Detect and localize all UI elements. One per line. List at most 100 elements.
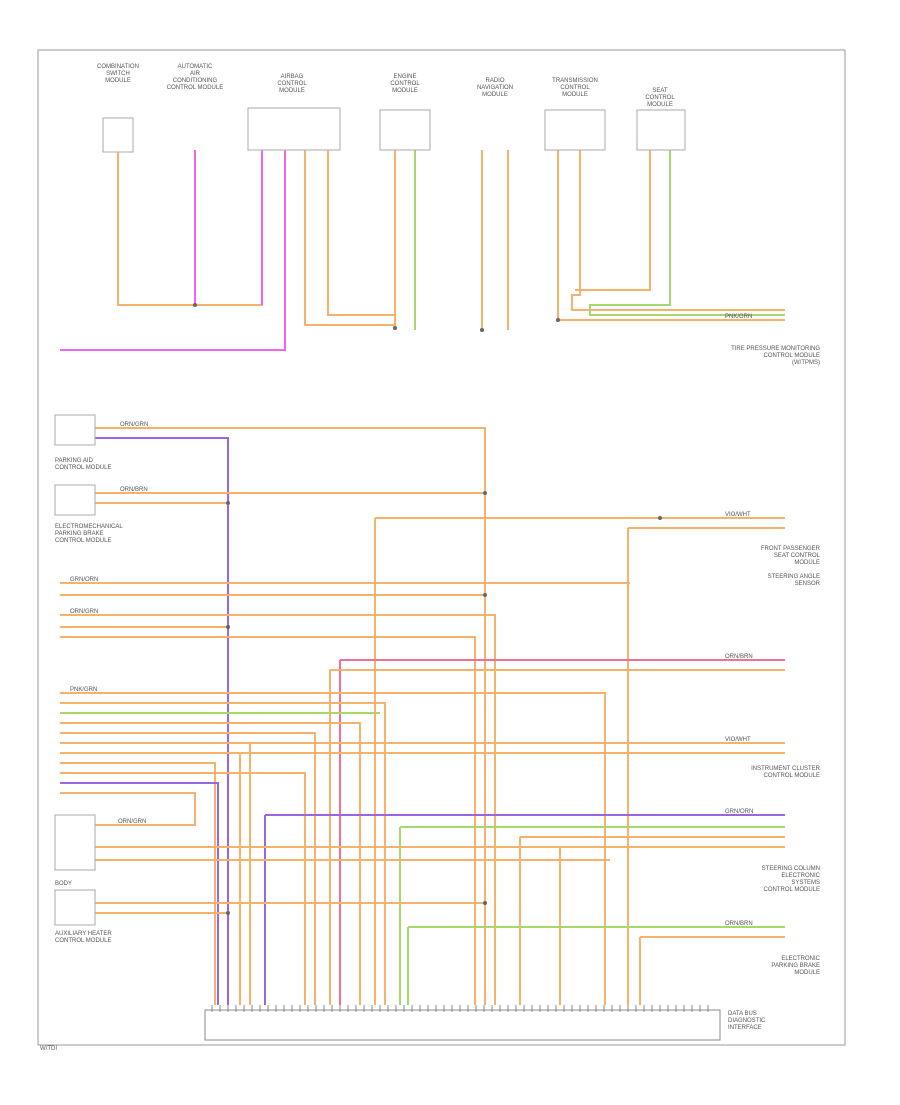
- component-label: AIRBAG: [281, 74, 304, 80]
- wire-code: VIO/WHT: [725, 512, 751, 518]
- splice: [483, 491, 487, 495]
- splice: [480, 328, 484, 332]
- component-label: MODULE: [105, 78, 131, 84]
- splice: [483, 593, 487, 597]
- wire: [60, 792, 196, 826]
- component-label: STEERING ANGLE: [768, 574, 820, 580]
- splice: [483, 901, 487, 905]
- component-label: AUXILIARY HEATER: [55, 931, 112, 937]
- component-label: CONTROL MODULE: [167, 85, 223, 91]
- splice: [226, 625, 230, 629]
- wire: [60, 742, 785, 1005]
- component-label: AIR: [190, 71, 201, 77]
- wire-code: ORN/GRN: [118, 819, 146, 825]
- component-label: PARKING BRAKE: [771, 963, 820, 969]
- wire: [399, 826, 785, 1005]
- component-label: CONTROL MODULE: [55, 538, 111, 544]
- wire-code: PNK/GRN: [70, 687, 97, 693]
- splice: [393, 326, 397, 330]
- wire-code: VIO/WHT: [725, 737, 751, 743]
- wire: [60, 636, 476, 1005]
- wire: [60, 614, 496, 1005]
- component-label: MODULE: [392, 88, 418, 94]
- wire: [60, 692, 606, 1005]
- component-label: (W/TPMS): [792, 360, 820, 366]
- component-label: INTERFACE: [728, 1025, 762, 1031]
- splice: [226, 911, 230, 915]
- wire-code: ORN/GRN: [120, 422, 148, 428]
- component-label: INSTRUMENT CLUSTER: [751, 766, 821, 772]
- wire-code: GRN/ORN: [70, 577, 98, 583]
- splice: [658, 516, 662, 520]
- component-box: [54, 814, 96, 871]
- wire: [627, 527, 785, 1005]
- component-label: CONTROL MODULE: [55, 465, 111, 471]
- wire: [95, 427, 486, 1005]
- wire: [374, 517, 650, 1005]
- wire: [639, 936, 785, 1005]
- component-label: ENGINE: [393, 74, 416, 80]
- component-label: AUTOMATIC: [178, 64, 213, 70]
- component-label: PARKING BRAKE: [55, 531, 104, 537]
- wire: [589, 150, 785, 316]
- wire: [304, 150, 395, 326]
- wire: [60, 782, 219, 1005]
- wire-code: ORN/BRN: [120, 487, 148, 493]
- component-label: CONTROL MODULE: [55, 938, 111, 944]
- wire-code: ORN/GRN: [70, 609, 98, 615]
- component-box: [54, 484, 96, 516]
- component-label: CONTROL: [390, 81, 420, 87]
- wire: [60, 732, 316, 1005]
- wire: [264, 814, 785, 1005]
- component-label: NAVIGATION: [477, 85, 513, 91]
- wire: [329, 669, 785, 1005]
- component-label: CONDITIONING: [173, 78, 218, 84]
- wire: [339, 659, 785, 1005]
- component-box: [636, 109, 686, 151]
- wire: [60, 762, 216, 1005]
- component-box: [54, 414, 96, 446]
- component-label: TIRE PRESSURE MONITORING: [731, 346, 820, 352]
- frame: [37, 49, 846, 1046]
- component-label: MODULE: [279, 88, 305, 94]
- component-box: [544, 109, 606, 151]
- wire: [60, 150, 286, 351]
- component-box: [54, 889, 96, 926]
- wire: [60, 702, 386, 1005]
- component-label: MODULE: [562, 92, 588, 98]
- component-label: DATA BUS: [728, 1011, 757, 1017]
- component-label: BODY: [55, 881, 72, 887]
- component-box: [102, 117, 134, 153]
- wire: [575, 150, 651, 291]
- component-label: TRANSMISSION: [552, 78, 598, 84]
- component-label: MODULE: [794, 560, 820, 566]
- wire-code: ORN/BRN: [725, 654, 753, 660]
- wire: [95, 437, 229, 1005]
- component-label: PARKING AID: [55, 458, 94, 464]
- component-label: CONTROL MODULE: [764, 773, 820, 779]
- component-label: MODULE: [482, 92, 508, 98]
- wire: [327, 150, 395, 316]
- wire: [60, 752, 785, 1005]
- component-box: [379, 109, 431, 151]
- wire: [117, 150, 263, 306]
- component-label: SYSTEMS: [791, 880, 820, 886]
- component-label: SWITCH: [106, 71, 130, 77]
- wire: [407, 926, 785, 1005]
- component-label: SEAT CONTROL: [774, 553, 821, 559]
- component-label: FRONT PASSENGER: [761, 546, 821, 552]
- wire-code: PNK/GRN: [725, 314, 752, 320]
- component-label: CONTROL MODULE: [764, 887, 820, 893]
- wire: [557, 150, 785, 321]
- corner-label: W/TDI: [40, 1046, 57, 1052]
- component-label: CONTROL: [645, 95, 675, 101]
- splice: [226, 501, 230, 505]
- component-label: DIAGNOSTIC: [728, 1018, 766, 1024]
- component-box: [247, 107, 341, 151]
- component-label: RADIO: [485, 78, 504, 84]
- component-label: ELECTROMECHANICAL: [55, 524, 123, 530]
- wire: [571, 150, 785, 311]
- component-label: CONTROL: [560, 85, 590, 91]
- component-label: MODULE: [647, 102, 673, 108]
